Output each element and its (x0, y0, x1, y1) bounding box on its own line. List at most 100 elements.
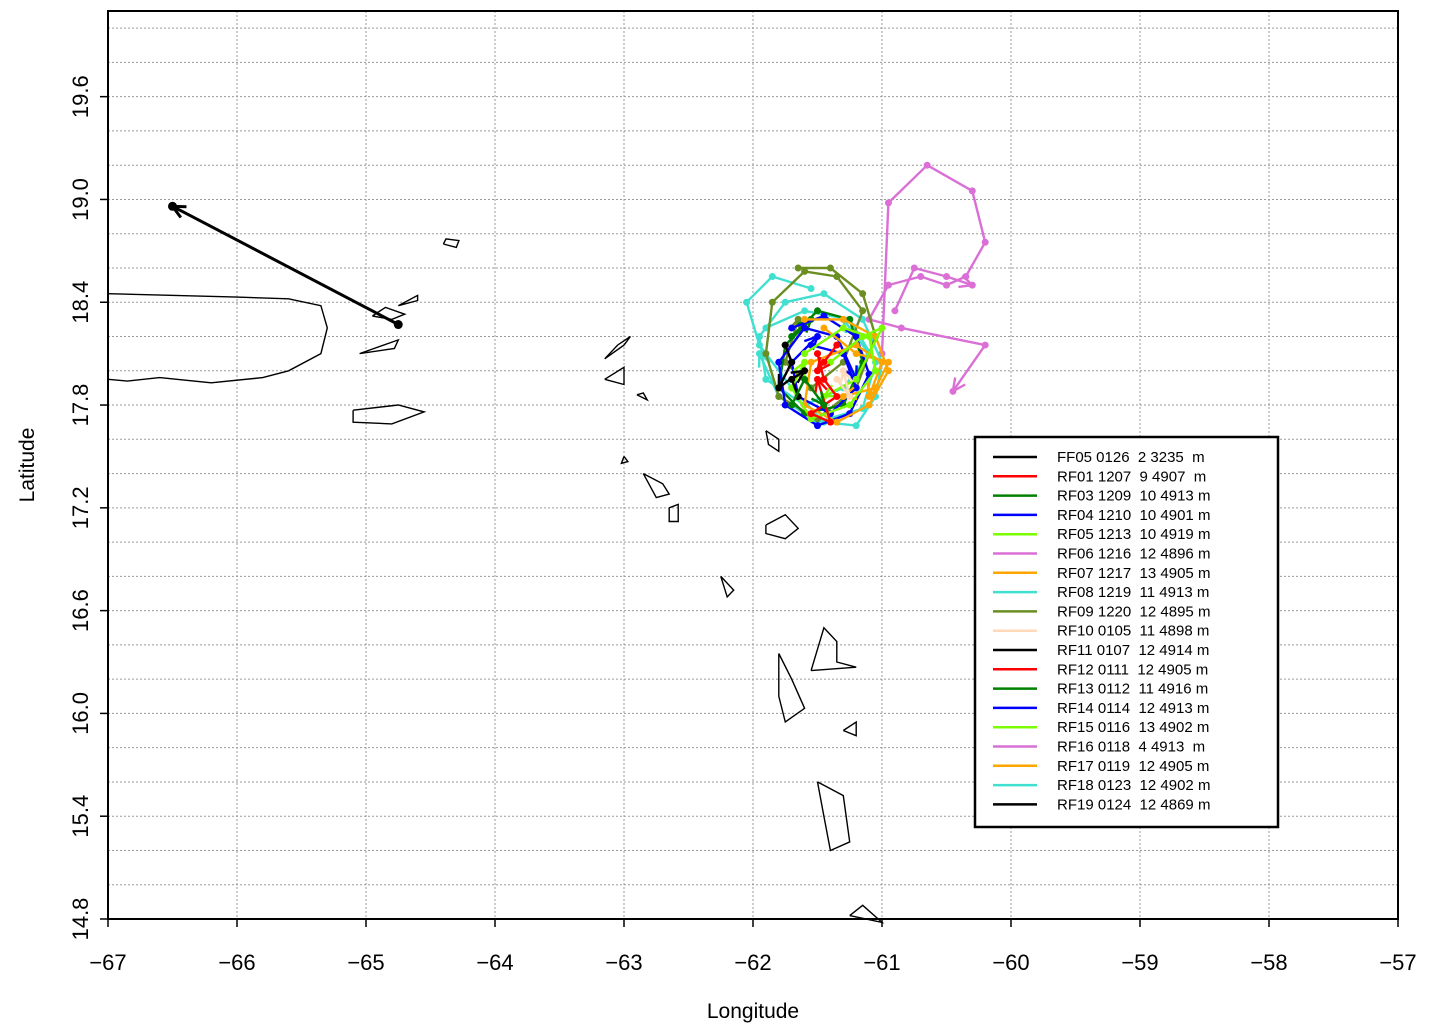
coastline-11 (668, 503, 679, 523)
legend-label-11: RF12 0111 12 4905 m (1057, 661, 1208, 678)
legend-label-16: RF17 0119 12 4905 m (1057, 758, 1209, 775)
series-point-1-3 (968, 187, 976, 195)
series-point-7-8 (801, 324, 809, 332)
coastline-8 (636, 392, 649, 402)
series-0 (168, 201, 403, 330)
series-point-18-1 (846, 392, 854, 400)
series-arrow-16 (790, 369, 807, 384)
legend-label-17: RF18 0123 12 4902 m (1057, 777, 1210, 794)
series-point-1-11 (981, 341, 989, 349)
legend-box (973, 435, 1280, 829)
series-point-15-0 (781, 341, 789, 349)
series-point-1-10 (897, 324, 905, 332)
legend-label-5: RF06 1216 12 4896 m (1057, 546, 1210, 563)
series-arrow-17 (810, 391, 826, 408)
series-point-7-2 (852, 333, 860, 341)
series-point-10-0 (820, 324, 828, 332)
series-point-9-0 (801, 315, 809, 323)
series-point-12-2 (878, 324, 886, 332)
series-point-11-3 (872, 367, 880, 375)
series-arrow-2 (958, 274, 975, 289)
series-point-6-1 (814, 307, 821, 315)
series-line-11 (790, 326, 877, 420)
series-line-2 (893, 266, 973, 312)
y-tick-label-0: 14.8 (68, 898, 93, 941)
series-point-5-7 (762, 350, 770, 358)
coastline-13 (765, 430, 780, 453)
coastline-4 (359, 338, 400, 355)
coastline-17 (842, 720, 857, 737)
x-axis-title: Longitude (707, 1000, 799, 1023)
series-point-5-11 (859, 307, 867, 315)
x-tick-label-10: −57 (1379, 950, 1416, 975)
series-point-1-8 (884, 281, 892, 289)
series-point-17-1 (801, 375, 809, 383)
series-point-2-2 (943, 273, 950, 281)
series-point-5-0 (794, 264, 802, 272)
series-18 (833, 367, 854, 400)
x-tick-label-2: −65 (347, 950, 384, 975)
series-point-3-10 (820, 290, 828, 298)
coastline-5 (352, 404, 427, 425)
legend-label-1: RF01 1207 9 4907 m (1057, 468, 1206, 485)
series-arrow-0 (169, 204, 187, 219)
series-point-2-0 (891, 307, 899, 315)
legend-label-15: RF16 0118 4 4913 m (1057, 739, 1205, 756)
series-point-4-0 (762, 324, 770, 332)
series-point-1-1 (884, 199, 892, 207)
series-point-9-4 (865, 401, 873, 409)
series-point-3-2 (743, 298, 751, 306)
legend-label-6: RF07 1217 13 4905 m (1057, 565, 1210, 582)
legend-label-9: RF10 0105 11 4898 m (1057, 623, 1209, 640)
y-tick-label-6: 18.4 (68, 281, 93, 324)
legend-label-2: RF03 1209 10 4913 m (1057, 488, 1210, 505)
series-point-5-9 (801, 267, 809, 275)
series-point-7-0 (788, 324, 796, 332)
series-point-7-7 (775, 358, 783, 366)
coastline-0 (107, 293, 329, 384)
series-point-9-5 (833, 418, 841, 426)
series-point-13-2 (833, 392, 841, 400)
series-point-5-1 (826, 264, 834, 272)
series-point-13-3 (807, 410, 815, 418)
y-tick-label-1: 15.4 (68, 795, 93, 838)
series-arrow-13 (814, 376, 828, 394)
x-tick-label-9: −58 (1250, 950, 1287, 975)
series-point-12-1 (859, 333, 867, 341)
series-point-3-13 (762, 375, 770, 383)
y-axis-title: Latitude (16, 428, 39, 503)
series-point-9-1 (839, 315, 847, 323)
legend-label-7: RF08 1219 11 4913 m (1057, 584, 1209, 601)
x-tick-label-5: −62 (734, 950, 771, 975)
series-point-17-0 (788, 401, 796, 409)
legend-label-18: RF19 0124 12 4869 m (1057, 796, 1210, 813)
series-arrow-18 (839, 368, 854, 385)
series-point-9-7 (807, 358, 815, 366)
series-point-14-0 (820, 358, 828, 366)
series-point-14-1 (833, 341, 841, 349)
y-tick-label-2: 16.0 (68, 692, 93, 735)
coastline-6 (604, 335, 631, 360)
series-point-7-6 (781, 401, 789, 409)
series-point-18-0 (833, 375, 841, 383)
series-point-11-0 (801, 350, 809, 358)
series-point-3-1 (768, 273, 776, 281)
legend-label-3: RF04 1210 10 4901 m (1057, 507, 1210, 524)
series-point-10-1 (852, 350, 860, 358)
legend-label-13: RF14 0114 12 4913 m (1057, 700, 1209, 717)
series-arrow-15 (777, 373, 791, 391)
series-line-0 (171, 204, 399, 326)
legend-label-12: RF13 0112 11 4916 m (1057, 681, 1208, 698)
series-point-13-4 (826, 418, 834, 426)
series-point-8-2 (852, 384, 860, 392)
coastline-14 (720, 575, 735, 599)
series-arrow-8 (803, 334, 820, 351)
series-point-9-3 (884, 367, 892, 375)
series-14 (814, 341, 841, 375)
series-point-3-6 (852, 422, 860, 430)
series-point-15-1 (788, 358, 796, 366)
series-point-1-2 (923, 161, 931, 169)
y-tick-label-3: 16.6 (68, 589, 93, 632)
series-point-2-1 (910, 264, 918, 272)
series-11 (788, 324, 880, 423)
